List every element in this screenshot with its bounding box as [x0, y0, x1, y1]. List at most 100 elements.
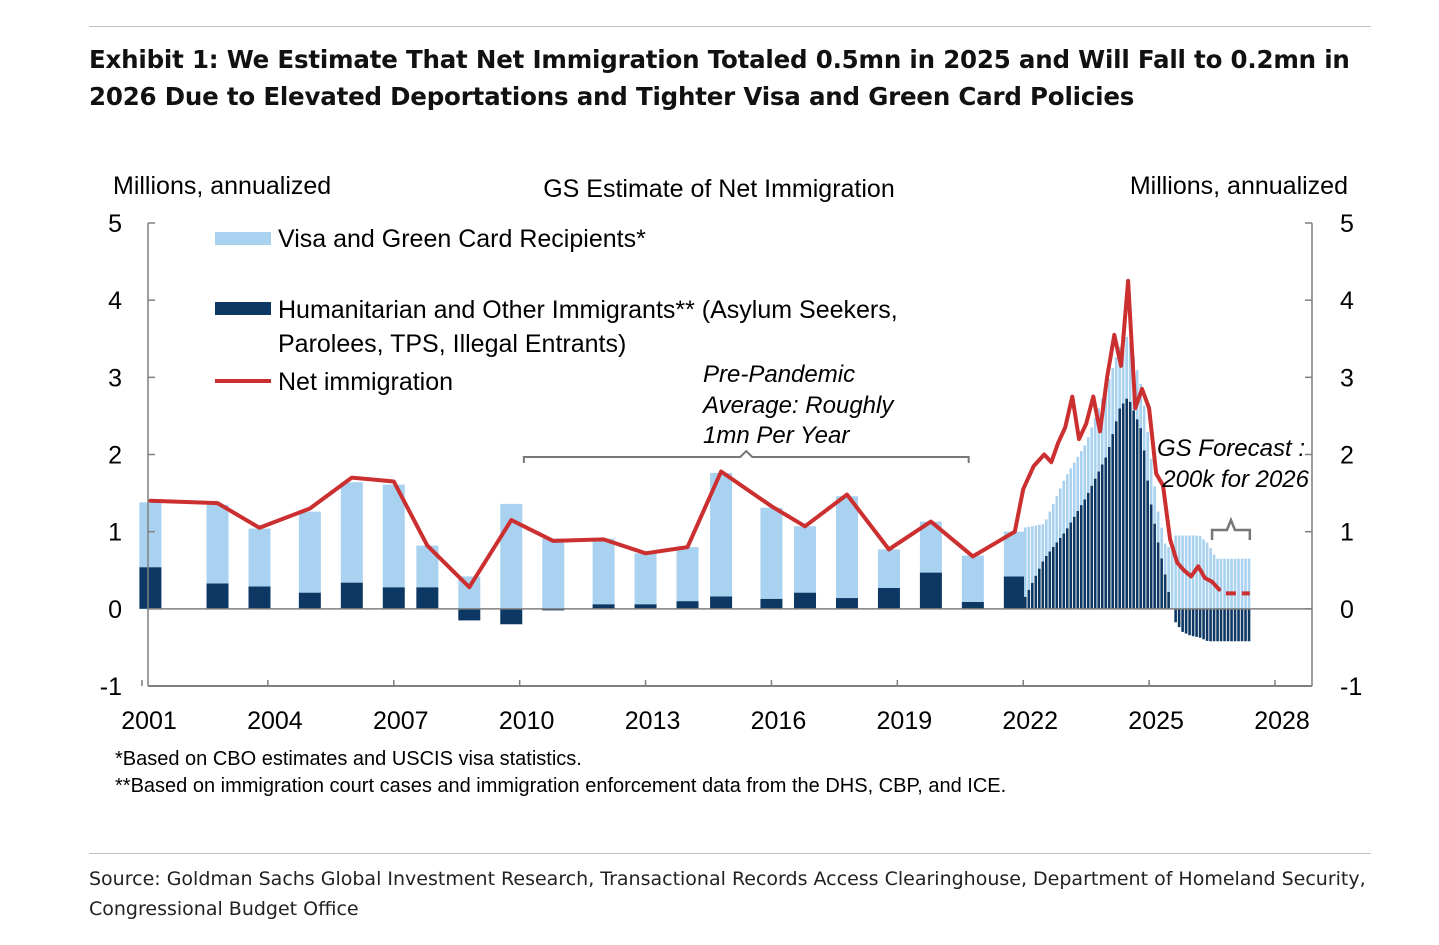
- monthly-humanitarian-bar: [1051, 546, 1055, 609]
- monthly-visa-bar: [1160, 527, 1163, 559]
- monthly-visa-bar: [1114, 357, 1118, 422]
- monthly-humanitarian-bar: [1167, 591, 1170, 609]
- x-tick-label: 2001: [121, 707, 177, 735]
- humanitarian-bar: [458, 608, 481, 621]
- monthly-visa-bar: [1188, 535, 1191, 609]
- monthly-visa-bar: [1107, 378, 1111, 447]
- monthly-humanitarian-bar: [1114, 421, 1118, 609]
- left-y-tick-label: 2: [108, 442, 122, 470]
- monthly-visa-bar: [1069, 468, 1073, 523]
- top-rule: [89, 26, 1371, 27]
- monthly-visa-bar: [1062, 480, 1066, 534]
- monthly-humanitarian-bar: [1202, 608, 1205, 640]
- monthly-visa-bar: [1072, 462, 1076, 517]
- monthly-humanitarian-bar: [1055, 542, 1059, 609]
- monthly-visa-bar: [1090, 427, 1094, 486]
- x-tick-label: 2013: [625, 707, 681, 735]
- monthly-humanitarian-bar: [1177, 608, 1181, 628]
- monthly-humanitarian-bar: [1174, 608, 1177, 623]
- monthly-visa-bar: [1177, 535, 1181, 609]
- monthly-humanitarian-bar: [1125, 398, 1128, 609]
- right-y-tick-label: 2: [1340, 442, 1354, 470]
- visa-bar: [592, 538, 615, 605]
- monthly-visa-bar: [1209, 548, 1212, 609]
- monthly-humanitarian-bar: [1142, 450, 1146, 609]
- monthly-humanitarian-bar: [1034, 575, 1038, 609]
- legend-humanitarian-swatch: [215, 302, 271, 315]
- monthly-visa-bar: [1216, 558, 1219, 609]
- visa-bar: [634, 553, 657, 605]
- monthly-visa-bar: [1118, 346, 1121, 409]
- visa-bar: [794, 526, 817, 593]
- humanitarian-bar: [760, 598, 783, 609]
- monthly-visa-bar: [1083, 445, 1087, 500]
- monthly-humanitarian-bar: [1139, 428, 1142, 609]
- visa-bar: [710, 473, 733, 597]
- forecast-annotation-line2: 200k for 2026: [1161, 466, 1309, 493]
- monthly-humanitarian-bar: [1041, 561, 1045, 609]
- monthly-humanitarian-bar: [1086, 492, 1090, 609]
- forecast-bracket: [1210, 516, 1252, 540]
- monthly-humanitarian-bar: [1188, 608, 1191, 636]
- prepandemic-annotation-line2: Average: Roughly: [701, 392, 895, 419]
- monthly-visa-bar: [1149, 458, 1153, 505]
- legend-humanitarian-label-line2: Parolees, TPS, Illegal Entrants): [278, 330, 626, 358]
- monthly-humanitarian-bar: [1104, 457, 1108, 609]
- monthly-visa-bar: [1079, 451, 1083, 506]
- x-tick-label: 2004: [247, 707, 303, 735]
- monthly-humanitarian-bar: [1044, 555, 1048, 609]
- visa-bar: [139, 502, 162, 568]
- humanitarian-bar: [1003, 576, 1026, 609]
- x-tick-label: 2025: [1128, 707, 1184, 735]
- x-tick-label: 2022: [1002, 707, 1058, 735]
- monthly-visa-bar: [1156, 511, 1160, 543]
- monthly-visa-bar: [1223, 558, 1226, 609]
- monthly-visa-bar: [1121, 341, 1125, 404]
- humanitarian-bar: [877, 587, 900, 609]
- humanitarian-bar: [206, 583, 229, 609]
- monthly-humanitarian-bar: [1226, 608, 1230, 642]
- visa-bar: [1003, 531, 1026, 577]
- prepandemic-annotation-line1: Pre-Pandemic: [703, 361, 855, 388]
- monthly-visa-bar: [1104, 388, 1108, 458]
- footnote-2: **Based on immigration court cases and i…: [115, 775, 1006, 797]
- humanitarian-bar: [919, 572, 942, 609]
- monthly-humanitarian-bar: [1062, 533, 1066, 609]
- monthly-humanitarian-bar: [1244, 608, 1247, 642]
- visa-bar: [382, 484, 405, 588]
- monthly-visa-bar: [1055, 496, 1059, 543]
- visa-bar: [206, 504, 229, 584]
- humanitarian-bar: [676, 601, 699, 609]
- monthly-visa-bar: [1139, 383, 1142, 429]
- monthly-humanitarian-bar: [1247, 608, 1251, 642]
- visa-bar: [676, 547, 699, 602]
- monthly-humanitarian-bar: [1031, 582, 1034, 609]
- monthly-humanitarian-bar: [1153, 523, 1156, 609]
- x-tick-label: 2007: [373, 707, 429, 735]
- right-y-tick-label: 1: [1340, 519, 1354, 547]
- monthly-visa-bar: [1146, 431, 1149, 481]
- monthly-humanitarian-bar: [1097, 471, 1101, 609]
- monthly-humanitarian-bar: [1198, 608, 1202, 638]
- monthly-humanitarian-bar: [1163, 574, 1167, 609]
- monthly-visa-bar: [1167, 547, 1170, 592]
- humanitarian-bar: [794, 592, 817, 609]
- monthly-visa-bar: [1034, 525, 1038, 576]
- humanitarian-bar: [340, 582, 363, 609]
- monthly-visa-bar: [1051, 503, 1055, 547]
- right-axis-unit-label: Millions, annualized: [1130, 172, 1348, 200]
- prepandemic-annotation-line3: 1mn Per Year: [703, 422, 850, 449]
- footnote-1: *Based on CBO estimates and USCIS visa s…: [115, 748, 582, 770]
- monthly-humanitarian-bar: [1128, 401, 1132, 609]
- humanitarian-bar: [248, 586, 271, 609]
- monthly-visa-bar: [1027, 526, 1031, 590]
- visa-bar: [919, 521, 942, 573]
- x-tick-label: 2016: [751, 707, 807, 735]
- monthly-humanitarian-bar: [1111, 434, 1115, 609]
- humanitarian-bar: [542, 608, 565, 611]
- humanitarian-bar: [835, 598, 858, 609]
- visa-bar: [298, 511, 321, 593]
- monthly-humanitarian-bar: [1195, 608, 1198, 637]
- monthly-humanitarian-bar: [1100, 464, 1104, 609]
- monthly-humanitarian-bar: [1072, 516, 1076, 609]
